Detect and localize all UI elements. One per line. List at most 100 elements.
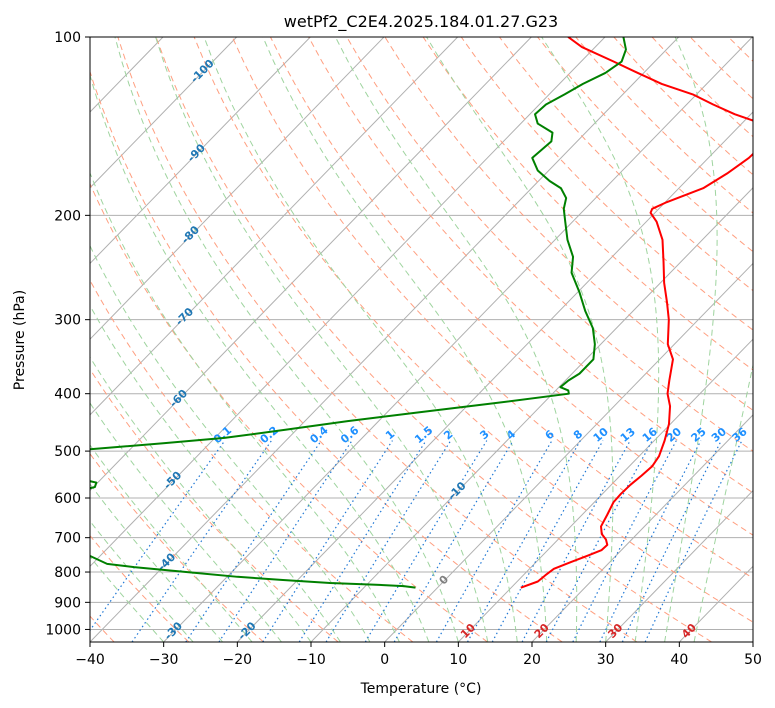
dry-adiabat-line: [193, 37, 753, 623]
isotherm-line: [384, 262, 753, 642]
moist-adiabat-line: [426, 37, 614, 642]
x-axis-label: Temperature (°C): [360, 681, 482, 697]
isotherm-line: [236, 111, 753, 642]
isotherm-line: [90, 37, 459, 416]
dry-adiabat-line: [270, 37, 753, 536]
x-tick-label: 40: [670, 652, 688, 668]
moist-adiabat-line: [90, 402, 282, 642]
isotherm-label: -60: [167, 387, 190, 410]
plot-frame: [89, 36, 754, 643]
mixing-ratio-label: 4: [504, 427, 518, 442]
moist-adiabat-line: [90, 444, 253, 642]
temperature-profile: [520, 37, 753, 589]
dry-adiabat-line: [651, 37, 753, 138]
dewpoint-profile: [90, 37, 627, 589]
y-tick-label: 900: [54, 595, 81, 611]
dry-adiabat-line: [155, 37, 712, 642]
reference-line-labels: 0.1 0.2 0.4 0.6 1 1.5 2 3 4 6 8 10 13 16 20 25 30 36-100-…: [155, 57, 750, 642]
mixing-ratio-line: [599, 440, 702, 642]
isotherm-line: [163, 37, 753, 642]
isotherm-line: [90, 37, 532, 492]
moist-adiabat-line: [90, 171, 400, 642]
moist-adiabat-line: [90, 356, 312, 642]
reference-lines: [90, 37, 775, 642]
x-tick-label: 20: [523, 652, 541, 668]
mixing-ratio-line: [466, 440, 581, 642]
isotherm-line: [90, 37, 311, 265]
dry-adiabat-line: [90, 534, 190, 642]
dry-adiabat-line: [90, 279, 414, 642]
chart-title: wetPf2_C2E4.2025.184.01.27.G23: [284, 12, 558, 32]
x-tick-label: −40: [75, 652, 105, 668]
moist-adiabat-line: [664, 37, 718, 642]
mixing-ratio-line: [521, 440, 631, 642]
moist-adiabat-line: [541, 37, 660, 642]
isotherm-line: [90, 37, 385, 340]
moist-adiabat-line: [90, 244, 371, 642]
isotherm-line: [90, 37, 238, 189]
mixing-ratio-line: [131, 440, 272, 642]
mixing-ratio-line: [90, 440, 226, 632]
mixing-ratio-label: 13: [618, 425, 638, 445]
dry-adiabat-line: [90, 182, 488, 642]
mixing-ratio-line: [298, 440, 427, 642]
mixing-ratio-label: 1: [383, 427, 397, 442]
mixing-ratio-label: 0.1: [211, 424, 234, 446]
x-tick-label: −10: [296, 652, 326, 668]
isotherm-label: -100: [188, 57, 217, 86]
x-tick-label: −20: [223, 652, 253, 668]
y-tick-label: 300: [54, 313, 81, 329]
x-tick-label: 10: [449, 652, 467, 668]
mixing-ratio-line: [364, 440, 488, 642]
y-tick-label: 600: [54, 491, 81, 507]
dry-adiabat-line: [537, 37, 753, 253]
x-tick-label: −30: [149, 652, 179, 668]
mixing-ratio-label: 1.5: [412, 424, 435, 446]
moist-adiabat-line: [693, 362, 753, 642]
isotherm-label: -70: [173, 305, 196, 328]
y-tick-label: 500: [54, 444, 81, 460]
mixing-ratio-line: [185, 440, 322, 642]
moist-adiabat-line: [155, 37, 489, 642]
y-axis-ticks: 100 200 300 400 500 600 700 800 900 1000: [45, 30, 90, 638]
mixing-ratio-line: [545, 440, 653, 642]
isotherm-label: -10: [445, 479, 468, 502]
dry-adiabat-line: [499, 37, 753, 292]
mixing-ratio-line: [572, 440, 677, 642]
y-tick-label: 100: [54, 30, 81, 46]
mixing-ratio-line: [393, 440, 514, 642]
moist-adiabat-line: [90, 304, 341, 642]
moist-adiabat-line: [90, 483, 223, 642]
y-tick-label: 700: [54, 531, 81, 547]
moist-adiabat-line: [262, 37, 548, 642]
dry-adiabat-line: [689, 37, 753, 100]
mixing-ratio-label: 8: [571, 427, 585, 442]
isotherm-line: [90, 37, 606, 568]
mixing-ratio-label: 3: [477, 427, 491, 442]
dry-adiabat-line: [346, 37, 753, 452]
moist-adiabat-line: [90, 520, 194, 642]
isotherm-line: [90, 37, 680, 642]
mixing-ratio-line: [644, 440, 743, 642]
isotherm-label: 10: [458, 621, 478, 641]
dry-adiabat-line: [767, 37, 775, 642]
dry-adiabat-line: [308, 37, 753, 494]
dry-adiabat-line: [728, 37, 753, 62]
isotherm-label: -30: [162, 619, 185, 642]
y-tick-label: 200: [54, 208, 81, 224]
isotherm-line: [752, 641, 753, 642]
isotherm-line: [310, 187, 753, 642]
y-tick-label: 800: [54, 565, 81, 581]
x-tick-label: 0: [380, 652, 389, 668]
x-tick-label: 50: [744, 652, 762, 668]
sounding-profiles: [90, 37, 753, 589]
y-tick-label: 400: [54, 387, 81, 403]
dry-adiabat-line: [90, 70, 563, 642]
y-axis-label: Pressure (hPa): [12, 290, 28, 390]
isotherm-line: [605, 489, 753, 642]
moist-adiabat-line: [114, 37, 459, 642]
isotherm-line: [531, 414, 753, 642]
mixing-ratio-label: 2: [441, 427, 455, 442]
mixing-ratio-label: 36: [730, 425, 750, 445]
